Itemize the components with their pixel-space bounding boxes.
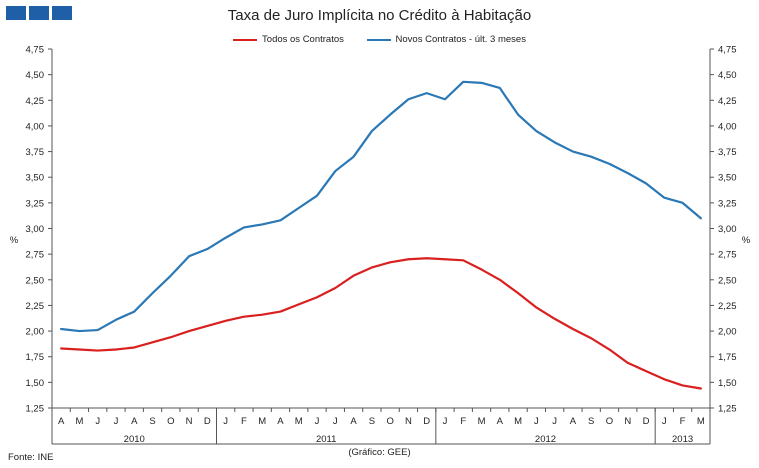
y-tick-label-right-8: 3,25 [718,198,737,209]
y-tick-label-right-3: 2,00 [718,327,737,338]
y-tick-label-right-1: 1,50 [718,378,737,389]
x-tick-label-14: J [315,416,320,427]
y-tick-label-left-0: 1,25 [26,404,45,415]
year-label-3: 2013 [672,434,693,445]
x-tick-label-33: J [662,416,667,427]
year-label-0: 2010 [124,434,145,445]
x-tick-label-2: J [95,416,100,427]
chart-title: Taxa de Juro Implícita no Crédito à Habi… [227,7,532,24]
y-tick-label-left-11: 4,00 [26,121,45,132]
x-tick-label-20: D [423,416,430,427]
x-tick-label-9: J [223,416,228,427]
chart-credit: (Gráfico: GEE) [348,447,411,458]
x-tick-label-7: N [186,416,193,427]
x-tick-label-5: S [149,416,155,427]
y-tick-label-left-1: 1,50 [26,378,45,389]
legend-label-series-1: Todos os Contratos [262,34,344,46]
x-tick-label-3: J [114,416,119,427]
x-tick-label-1: M [75,416,83,427]
year-label-2: 2012 [535,434,556,445]
y-tick-label-left-8: 3,25 [26,198,45,209]
x-tick-label-13: M [295,416,303,427]
y-tick-label-left-9: 3,50 [26,173,45,184]
x-tick-label-35: M [697,416,705,427]
y-tick-label-right-14: 4,75 [718,45,737,56]
legend-item-series-2: Novos Contratos - últ. 3 meses [366,34,526,46]
y-tick-label-left-6: 2,75 [26,250,45,261]
x-tick-label-34: F [680,416,686,427]
y-tick-label-left-14: 4,75 [26,45,45,56]
x-tick-label-32: D [643,416,650,427]
y-tick-label-right-4: 2,25 [718,301,737,312]
chart-source: Fonte: INE [8,452,54,463]
y-tick-label-left-2: 1,75 [26,352,45,363]
logo-square-2 [29,6,49,20]
y-tick-label-left-10: 3,75 [26,147,45,158]
x-tick-label-4: A [131,416,138,427]
x-tick-label-27: J [552,416,557,427]
x-tick-label-28: A [570,416,577,427]
x-tick-label-31: N [624,416,631,427]
x-tick-label-30: O [606,416,613,427]
legend-item-series-1: Todos os Contratos [233,34,344,45]
y-tick-label-left-3: 2,00 [26,327,45,338]
y-axis-label-left: % [10,235,19,246]
y-tick-label-right-9: 3,50 [718,173,737,184]
series-line-2 [60,80,702,333]
y-tick-label-right-2: 1,75 [718,352,737,363]
x-tick-label-24: A [497,416,504,427]
x-tick-label-23: M [478,416,486,427]
y-axis-label-right: % [742,235,751,246]
x-tick-label-10: F [241,416,247,427]
x-tick-label-19: N [405,416,412,427]
y-tick-label-left-12: 4,25 [26,96,45,107]
x-tick-label-6: O [167,416,174,427]
x-tick-label-0: A [58,416,65,427]
x-tick-label-18: O [386,416,393,427]
logo-square-3 [52,6,72,20]
x-tick-label-15: J [333,416,338,427]
legend: Todos os Contratos Novos Contratos - últ… [0,33,759,45]
x-tick-label-16: A [350,416,357,427]
y-tick-label-left-7: 3,00 [26,224,45,235]
y-tick-label-left-4: 2,25 [26,301,45,312]
x-tick-label-17: S [369,416,375,427]
legend-swatch-series-1 [233,38,258,41]
x-tick-label-29: S [588,416,594,427]
y-tick-label-left-5: 2,50 [26,275,45,286]
y-tick-label-left-13: 4,50 [26,70,45,81]
logo-square-1 [6,6,26,20]
year-label-1: 2011 [316,434,336,445]
y-tick-label-right-11: 4,00 [718,121,737,132]
x-tick-label-12: A [277,416,284,427]
legend-swatch-series-2 [366,38,391,41]
y-tick-label-right-5: 2,50 [718,275,737,286]
y-tick-label-right-7: 3,00 [718,224,737,235]
logo [6,6,72,20]
y-tick-label-right-13: 4,50 [718,70,737,81]
x-tick-label-11: M [258,416,266,427]
series-line-1 [60,257,702,390]
x-tick-label-22: F [460,416,466,427]
legend-label-series-2: Novos Contratos - últ. 3 meses [395,34,526,46]
x-tick-label-25: M [514,416,522,427]
x-tick-label-21: J [443,416,448,427]
y-tick-label-right-6: 2,75 [718,250,737,261]
y-tick-label-right-12: 4,25 [718,96,737,107]
x-tick-label-26: J [534,416,539,427]
y-tick-label-right-10: 3,75 [718,147,737,158]
y-tick-label-right-0: 1,25 [718,404,737,415]
x-tick-label-8: D [204,416,211,427]
